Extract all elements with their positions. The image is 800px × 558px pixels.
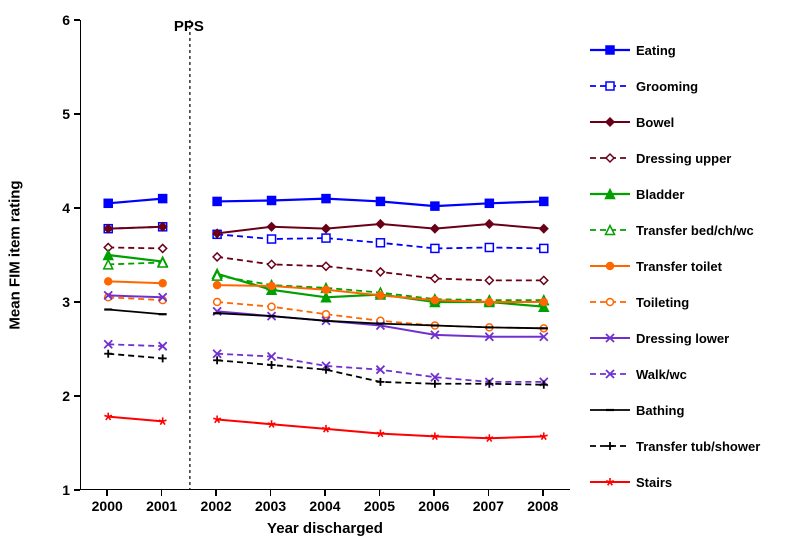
x-tick-mark (542, 490, 544, 496)
y-tick-mark (74, 207, 80, 209)
legend-swatch (590, 328, 630, 348)
legend-item: Bowel (590, 104, 790, 140)
legend-label: Dressing lower (636, 331, 729, 346)
x-tick-mark (488, 490, 490, 496)
legend-item: Transfer tub/shower (590, 428, 790, 464)
series-transfer-tub-shower (104, 350, 548, 389)
legend-swatch (590, 184, 630, 204)
legend-swatch (590, 76, 630, 96)
legend-item: Walk/wc (590, 356, 790, 392)
legend-item: Stairs (590, 464, 790, 500)
x-tick-mark (324, 490, 326, 496)
x-tick-label: 2002 (201, 498, 232, 514)
legend-swatch (590, 400, 630, 420)
legend-label: Bladder (636, 187, 684, 202)
legend-item: Grooming (590, 68, 790, 104)
x-tick-label: 2005 (364, 498, 395, 514)
x-tick-label: 2007 (473, 498, 504, 514)
legend-label: Stairs (636, 475, 672, 490)
x-tick-label: 2001 (146, 498, 177, 514)
legend-item: Dressing upper (590, 140, 790, 176)
y-tick-label: 1 (50, 482, 70, 498)
y-tick-mark (74, 395, 80, 397)
plot-area (80, 20, 570, 490)
legend-swatch (590, 472, 630, 492)
x-axis-title: Year discharged (267, 520, 383, 537)
fim-chart: Mean FIM item rating Year discharged PPS… (0, 0, 800, 558)
legend-label: Transfer bed/ch/wc (636, 223, 754, 238)
legend: Eating Grooming Bowel Dressing upper Bladder… (590, 32, 790, 500)
x-tick-label: 2004 (309, 498, 340, 514)
legend-swatch (590, 148, 630, 168)
legend-swatch (590, 436, 630, 456)
legend-item: Bathing (590, 392, 790, 428)
legend-item: Eating (590, 32, 790, 68)
legend-item: Transfer toilet (590, 248, 790, 284)
y-tick-mark (74, 19, 80, 21)
y-tick-mark (74, 113, 80, 115)
x-tick-mark (106, 490, 108, 496)
pps-annotation: PPS (174, 18, 204, 35)
y-tick-label: 2 (50, 388, 70, 404)
legend-label: Eating (636, 43, 676, 58)
x-tick-label: 2008 (527, 498, 558, 514)
y-tick-label: 6 (50, 12, 70, 28)
x-tick-label: 2000 (92, 498, 123, 514)
legend-swatch (590, 220, 630, 240)
legend-label: Transfer toilet (636, 259, 722, 274)
x-tick-label: 2003 (255, 498, 286, 514)
series-stairs (104, 413, 547, 442)
legend-item: Toileting (590, 284, 790, 320)
legend-label: Bathing (636, 403, 684, 418)
legend-swatch (590, 364, 630, 384)
series-dressing-upper (104, 243, 548, 284)
legend-swatch (590, 40, 630, 60)
y-tick-label: 3 (50, 294, 70, 310)
y-tick-mark (74, 301, 80, 303)
legend-item: Dressing lower (590, 320, 790, 356)
legend-label: Grooming (636, 79, 698, 94)
legend-swatch (590, 256, 630, 276)
x-tick-mark (270, 490, 272, 496)
legend-label: Bowel (636, 115, 674, 130)
x-tick-mark (433, 490, 435, 496)
series-eating (104, 195, 548, 211)
y-axis-title: Mean FIM item rating (7, 180, 24, 329)
legend-swatch (590, 112, 630, 132)
x-tick-label: 2006 (418, 498, 449, 514)
legend-item: Transfer bed/ch/wc (590, 212, 790, 248)
x-tick-mark (379, 490, 381, 496)
series-walk-wc (104, 340, 548, 386)
legend-label: Walk/wc (636, 367, 687, 382)
y-tick-label: 4 (50, 200, 70, 216)
plot-svg (81, 20, 571, 490)
x-tick-mark (215, 490, 217, 496)
y-tick-mark (74, 489, 80, 491)
legend-swatch (590, 292, 630, 312)
legend-label: Transfer tub/shower (636, 439, 760, 454)
y-tick-label: 5 (50, 106, 70, 122)
x-tick-mark (161, 490, 163, 496)
legend-item: Bladder (590, 176, 790, 212)
legend-label: Dressing upper (636, 151, 731, 166)
legend-label: Toileting (636, 295, 689, 310)
